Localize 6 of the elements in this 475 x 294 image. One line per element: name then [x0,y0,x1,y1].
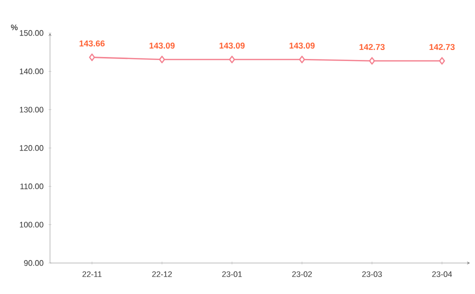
data-label: 142.73 [360,44,385,50]
data-label: 142.73 [430,44,455,50]
data-label: 143.09 [220,42,245,49]
data-label: 143.09 [150,42,175,49]
data-label: 143.66 [80,40,105,46]
data-label: 143.09 [290,42,315,49]
